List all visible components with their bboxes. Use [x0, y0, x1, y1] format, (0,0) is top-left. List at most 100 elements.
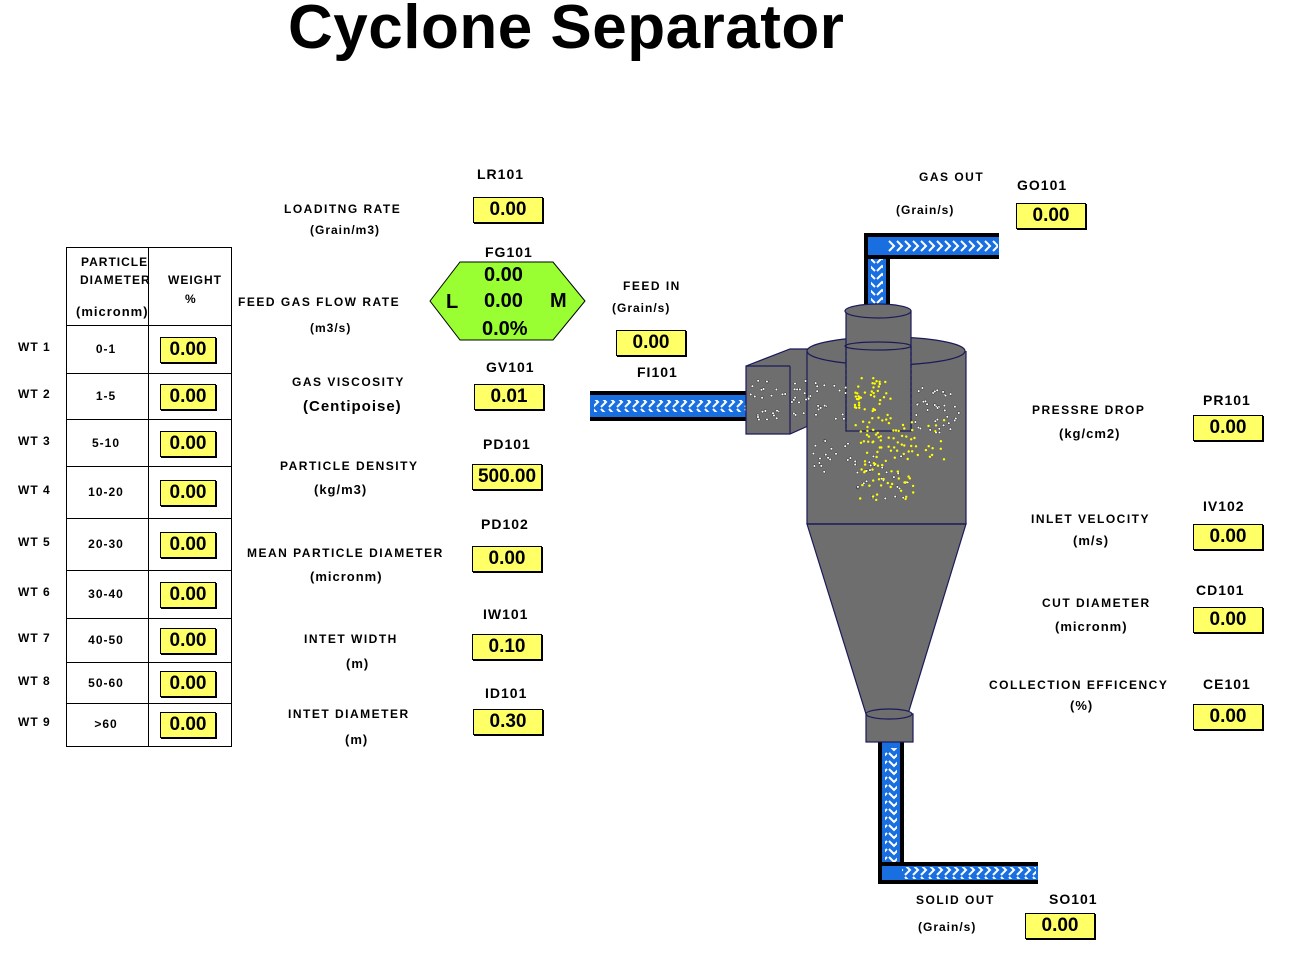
- fine-particle-dot: [893, 456, 896, 459]
- fine-particle-dot: [872, 440, 875, 443]
- weight-row-label: WT 4: [18, 483, 51, 497]
- particle-dot: [880, 466, 884, 470]
- pr101-tag: PR101: [1203, 392, 1251, 408]
- header-percent: %: [185, 292, 197, 306]
- particle-dot: [812, 464, 816, 468]
- fine-particle-dot: [911, 484, 915, 488]
- particle-dot: [775, 416, 779, 420]
- weight-percent-input[interactable]: 0.00: [160, 670, 216, 697]
- fine-particle-dot: [910, 438, 913, 441]
- fine-particle-dot: [907, 450, 910, 453]
- fine-particle-dot: [863, 463, 867, 466]
- particle-dot: [869, 463, 873, 467]
- so101-value[interactable]: 0.00: [1025, 913, 1095, 939]
- fine-particle-dot: [924, 448, 928, 452]
- particle-dot: [867, 460, 871, 464]
- fine-particle-dot: [853, 403, 857, 407]
- fine-particle-dot: [934, 430, 937, 433]
- particle-dot: [756, 415, 760, 419]
- particle-dot: [855, 471, 859, 475]
- particle-dot: [750, 384, 754, 388]
- particle-dot: [862, 481, 866, 485]
- fine-particle-dot: [868, 484, 871, 487]
- fine-particle-dot: [927, 424, 930, 428]
- fine-particle-dot: [884, 380, 887, 384]
- inlet-width-unit: (m): [346, 656, 370, 671]
- inlet-diameter-unit: (m): [345, 732, 369, 747]
- fine-particle-dot: [863, 391, 867, 394]
- weight-percent-input[interactable]: 0.00: [160, 628, 216, 654]
- fine-particle-dot: [887, 421, 891, 425]
- header-diameter: DIAMETER: [80, 273, 151, 287]
- fine-particle-dot: [905, 495, 908, 498]
- fine-particle-dot: [887, 436, 890, 439]
- fine-particle-dot: [889, 397, 892, 400]
- particle-dot: [757, 418, 761, 422]
- fine-particle-dot: [927, 445, 930, 448]
- go101-value[interactable]: 0.00: [1016, 203, 1086, 229]
- fine-particle-dot: [859, 441, 863, 444]
- fine-particle-dot: [910, 421, 914, 424]
- particle-dot: [937, 427, 941, 431]
- particles-white: [749, 379, 961, 500]
- fine-particle-dot: [912, 491, 915, 494]
- fg101-value-3: 0.0%: [482, 318, 528, 340]
- fine-particle-dot: [875, 498, 878, 502]
- fine-particle-dot: [881, 463, 884, 467]
- particle-dot: [834, 417, 838, 421]
- fine-particle-dot: [882, 396, 886, 399]
- particle-dot: [868, 468, 872, 472]
- fine-particle-dot: [865, 451, 869, 454]
- feed-in-value[interactable]: 0.00: [616, 330, 686, 356]
- fine-particle-dot: [856, 392, 859, 395]
- fine-particle-dot: [872, 377, 875, 380]
- fine-particle-dot: [863, 471, 866, 474]
- weight-percent-input[interactable]: 0.00: [160, 532, 216, 558]
- particle-dot: [823, 404, 827, 408]
- diameter-range: 20-30: [88, 537, 124, 551]
- fine-particle-dot: [867, 435, 871, 438]
- fine-particle-dot: [860, 377, 863, 380]
- particle-dot: [948, 427, 952, 431]
- pd101-value[interactable]: 500.00: [472, 464, 542, 490]
- particle-dot: [935, 418, 939, 422]
- fine-particle-dot: [889, 449, 893, 452]
- cd101-value[interactable]: 0.00: [1193, 607, 1263, 633]
- particle-dot: [819, 464, 823, 468]
- particle-dot: [920, 386, 924, 390]
- particle-dot: [822, 470, 826, 474]
- feed-in-unit: (Grain/s): [612, 301, 671, 315]
- id101-value[interactable]: 0.30: [473, 709, 543, 735]
- particle-dot: [848, 456, 852, 460]
- lr101-value[interactable]: 0.00: [473, 197, 543, 223]
- ce101-value[interactable]: 0.00: [1193, 704, 1263, 730]
- weight-percent-input[interactable]: 0.00: [160, 712, 216, 738]
- fine-particle-dot: [876, 464, 880, 467]
- gv101-value[interactable]: 0.01: [474, 384, 544, 410]
- particle-dot: [899, 454, 903, 458]
- fine-particle-dot: [872, 407, 875, 411]
- gv101-tag: GV101: [486, 359, 535, 375]
- weight-percent-input[interactable]: 0.00: [160, 430, 216, 457]
- weight-percent-input[interactable]: 0.00: [160, 337, 216, 363]
- header-weight: WEIGHT: [168, 273, 222, 287]
- fine-particle-dot: [858, 396, 861, 399]
- fine-particle-dot: [896, 470, 899, 473]
- pd102-value[interactable]: 0.00: [472, 546, 542, 572]
- fine-particle-dot: [857, 404, 861, 407]
- particle-dot: [843, 444, 847, 448]
- gas-viscosity-unit: (Centipoise): [303, 398, 402, 415]
- feed-gas-hexagon[interactable]: [429, 261, 586, 341]
- weight-percent-input[interactable]: 0.00: [160, 480, 216, 506]
- pressure-drop-unit: (kg/cm2): [1059, 426, 1121, 441]
- fine-particle-dot: [858, 406, 861, 409]
- particle-dot: [793, 396, 797, 400]
- iv102-value[interactable]: 0.00: [1193, 524, 1263, 550]
- iw101-value[interactable]: 0.10: [472, 634, 542, 660]
- weight-percent-input[interactable]: 0.00: [160, 582, 216, 608]
- particle-dot: [798, 387, 802, 391]
- fg101-value-1: 0.00: [484, 264, 523, 286]
- pr101-value[interactable]: 0.00: [1193, 415, 1263, 441]
- fine-particle-dot: [854, 391, 857, 394]
- weight-percent-input[interactable]: 0.00: [160, 384, 216, 410]
